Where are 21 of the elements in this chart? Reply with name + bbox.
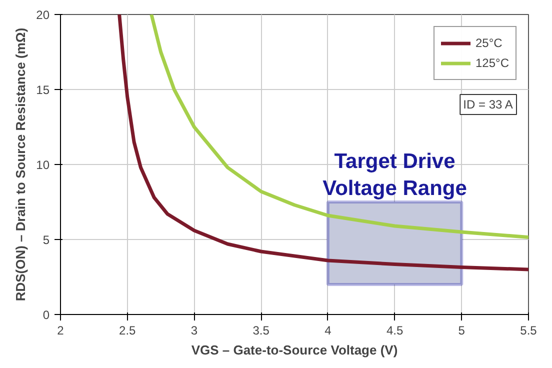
y-tick-label: 10 xyxy=(36,158,50,172)
legend-label: 25°C xyxy=(476,36,502,50)
x-tick-label: 2.5 xyxy=(119,324,136,338)
y-axis-title: RDS(ON) – Drain to Source Resistance (mΩ) xyxy=(13,28,28,302)
x-tick-label: 5 xyxy=(458,324,466,338)
y-tick-label: 0 xyxy=(42,308,50,322)
y-tick-label: 5 xyxy=(42,233,50,247)
legend-label: 125°C xyxy=(476,56,509,70)
band-label: Target Drive Voltage Range xyxy=(322,150,467,200)
line-series xyxy=(118,14,528,272)
x-tick-label: 4.5 xyxy=(386,324,404,338)
y-tick-label: 15 xyxy=(36,83,50,97)
x-tick-label: 3 xyxy=(190,324,198,338)
x-tick-label: 4 xyxy=(324,324,332,338)
x-tick-label: 2 xyxy=(57,324,64,338)
x-tick-label: 5.5 xyxy=(520,324,538,338)
x-axis-title: VGS – Gate-to-Source Voltage (V) xyxy=(191,342,398,358)
x-tick-label: 3.5 xyxy=(252,324,270,338)
annotation: ID = 33 A xyxy=(463,98,513,112)
y-tick-label: 20 xyxy=(36,8,50,22)
line-series xyxy=(150,14,528,239)
